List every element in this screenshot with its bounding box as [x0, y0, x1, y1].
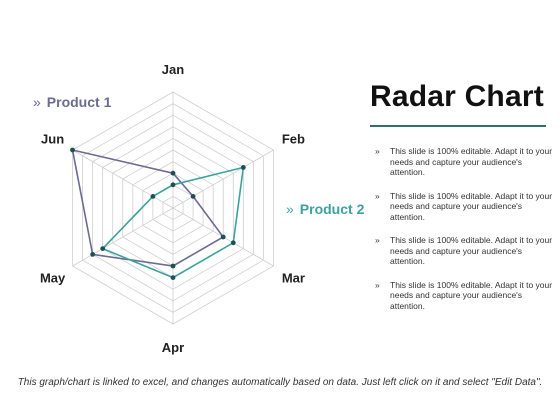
data-point: [170, 263, 176, 269]
axis-label-mar: Mar: [282, 271, 305, 286]
data-point: [220, 234, 226, 240]
bullet-text: This slide is 100% editable. Adapt it to…: [390, 235, 553, 266]
bullet-text: This slide is 100% editable. Adapt it to…: [390, 190, 553, 222]
legend-product-2: » Product 2: [286, 201, 364, 217]
chevron-icon: »: [33, 94, 41, 110]
data-point: [190, 194, 196, 199]
chevron-icon: »: [375, 146, 380, 156]
bullet-item: » This slide is 100% editable. Adapt it …: [375, 280, 553, 312]
slide-title: Radar Chart: [370, 80, 544, 113]
data-point: [150, 194, 156, 199]
bullet-list: » This slide is 100% editable. Adapt it …: [375, 146, 553, 324]
grid-spoke: [172, 149, 274, 209]
chevron-icon: »: [375, 190, 380, 201]
data-point: [170, 182, 176, 188]
radar-grid: [72, 91, 274, 325]
radar-series-layer: [70, 147, 246, 280]
data-point: [70, 147, 75, 153]
chevron-icon: »: [375, 279, 380, 290]
title-underline: [370, 125, 546, 127]
bullet-item: » This slide is 100% editable. Adapt it …: [375, 235, 553, 267]
axis-label-feb: Feb: [282, 132, 305, 147]
legend-product-2-label: Product 2: [299, 201, 365, 217]
series-line: [71, 148, 225, 267]
grid-spoke: [72, 207, 174, 267]
data-point: [170, 170, 176, 176]
axis-labels: Jan Feb Mar Apr May Jun: [40, 62, 305, 355]
data-point: [100, 246, 106, 252]
chevron-icon: »: [375, 235, 380, 245]
axis-label-jun: Jun: [41, 132, 64, 147]
footer-note: This graph/chart is linked to excel, and…: [17, 377, 543, 388]
axis-label-apr: Apr: [162, 340, 184, 355]
bullet-item: » This slide is 100% editable. Adapt it …: [375, 191, 553, 223]
data-point: [90, 252, 96, 257]
series-product-1: [70, 147, 226, 269]
axis-label-may: May: [40, 271, 66, 286]
bullet-item: » This slide is 100% editable. Adapt it …: [375, 146, 553, 178]
series-product-2: [100, 165, 246, 280]
legend-product-1-label: Product 1: [46, 94, 112, 110]
data-point: [240, 165, 246, 170]
data-point: [170, 275, 176, 280]
grid-spoke: [72, 149, 174, 209]
chevron-icon: »: [286, 201, 294, 217]
data-point: [230, 240, 236, 246]
bullet-text: This slide is 100% editable. Adapt it to…: [390, 279, 553, 311]
bullet-text: This slide is 100% editable. Adapt it to…: [390, 146, 553, 177]
legend-product-1: » Product 1: [33, 94, 111, 110]
axis-label-jan: Jan: [162, 62, 184, 77]
